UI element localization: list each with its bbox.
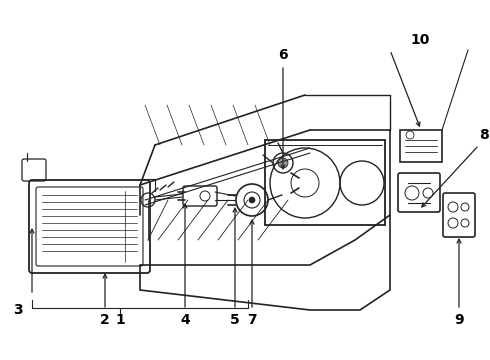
Text: 3: 3 bbox=[13, 303, 23, 317]
Text: 6: 6 bbox=[278, 48, 288, 62]
Text: 8: 8 bbox=[479, 128, 489, 142]
Circle shape bbox=[278, 158, 288, 168]
Text: 2: 2 bbox=[100, 313, 110, 327]
Text: 1: 1 bbox=[115, 313, 125, 327]
Text: 7: 7 bbox=[247, 313, 257, 327]
Text: 5: 5 bbox=[230, 313, 240, 327]
Text: 9: 9 bbox=[454, 313, 464, 327]
Circle shape bbox=[249, 197, 255, 203]
Text: 10: 10 bbox=[410, 33, 430, 47]
Text: 4: 4 bbox=[180, 313, 190, 327]
